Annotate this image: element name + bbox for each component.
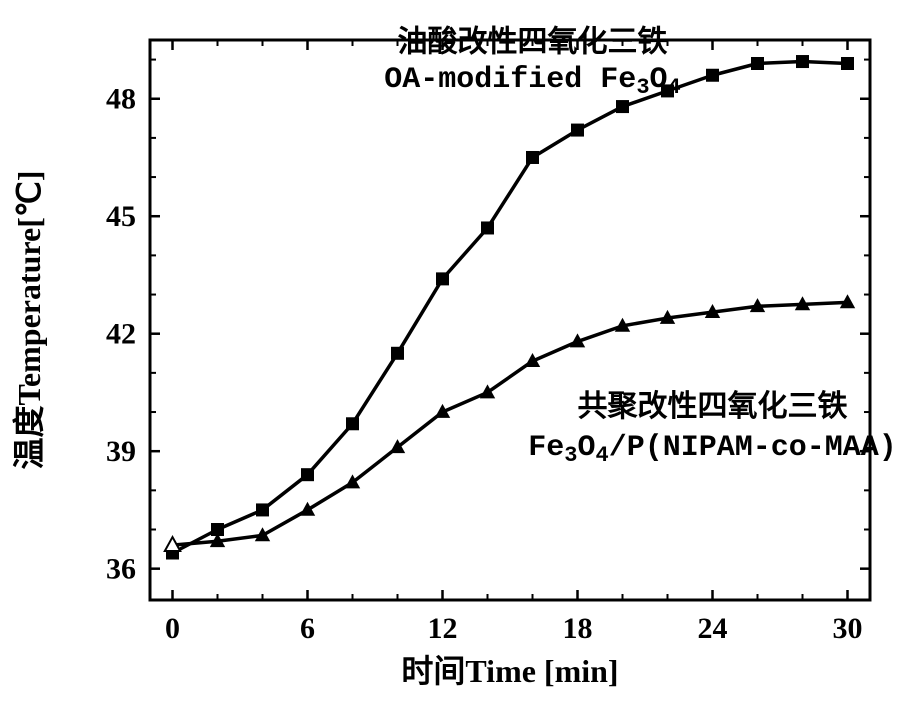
series2-label-cn: 共聚改性四氧化三铁: [578, 390, 848, 423]
chart-background: [0, 0, 909, 714]
y-tick-label: 36: [106, 553, 136, 586]
x-tick-label: 6: [300, 612, 315, 645]
series2-label-en: Fe3O4/P(NIPAM-co-MAA): [528, 431, 896, 468]
marker-square: [616, 100, 629, 113]
marker-square: [346, 417, 359, 430]
marker-square: [481, 221, 494, 234]
x-tick-label: 0: [165, 612, 180, 645]
x-tick-label: 18: [563, 612, 593, 645]
y-tick-label: 42: [106, 318, 136, 351]
marker-square: [796, 55, 809, 68]
marker-square: [256, 503, 269, 516]
y-tick-label: 39: [106, 435, 136, 468]
x-tick-label: 12: [428, 612, 458, 645]
chart-container: 0 6 12 18 24 30 36 39 42 45 48 时间Time [min] 温度Temper…: [0, 0, 909, 714]
y-tick-label: 48: [106, 83, 136, 116]
marker-square: [526, 151, 539, 164]
marker-square: [301, 468, 314, 481]
series1-label-en: OA-modified Fe3O4: [384, 63, 680, 100]
marker-square: [571, 124, 584, 137]
x-tick-label: 30: [833, 612, 863, 645]
chart-svg: 0 6 12 18 24 30 36 39 42 45 48 时间Time [min] 温度Temper…: [0, 0, 909, 714]
marker-square: [841, 57, 854, 70]
marker-square: [706, 69, 719, 82]
x-tick-label: 24: [698, 612, 728, 645]
series1-label-cn: 油酸改性四氧化三铁: [398, 26, 668, 59]
y-tick-label: 45: [106, 200, 136, 233]
marker-square: [391, 347, 404, 360]
marker-square: [436, 272, 449, 285]
x-axis-label: 时间Time [min]: [401, 653, 618, 689]
marker-square: [751, 57, 764, 70]
y-axis-label: 温度Temperature[℃]: [11, 170, 47, 469]
